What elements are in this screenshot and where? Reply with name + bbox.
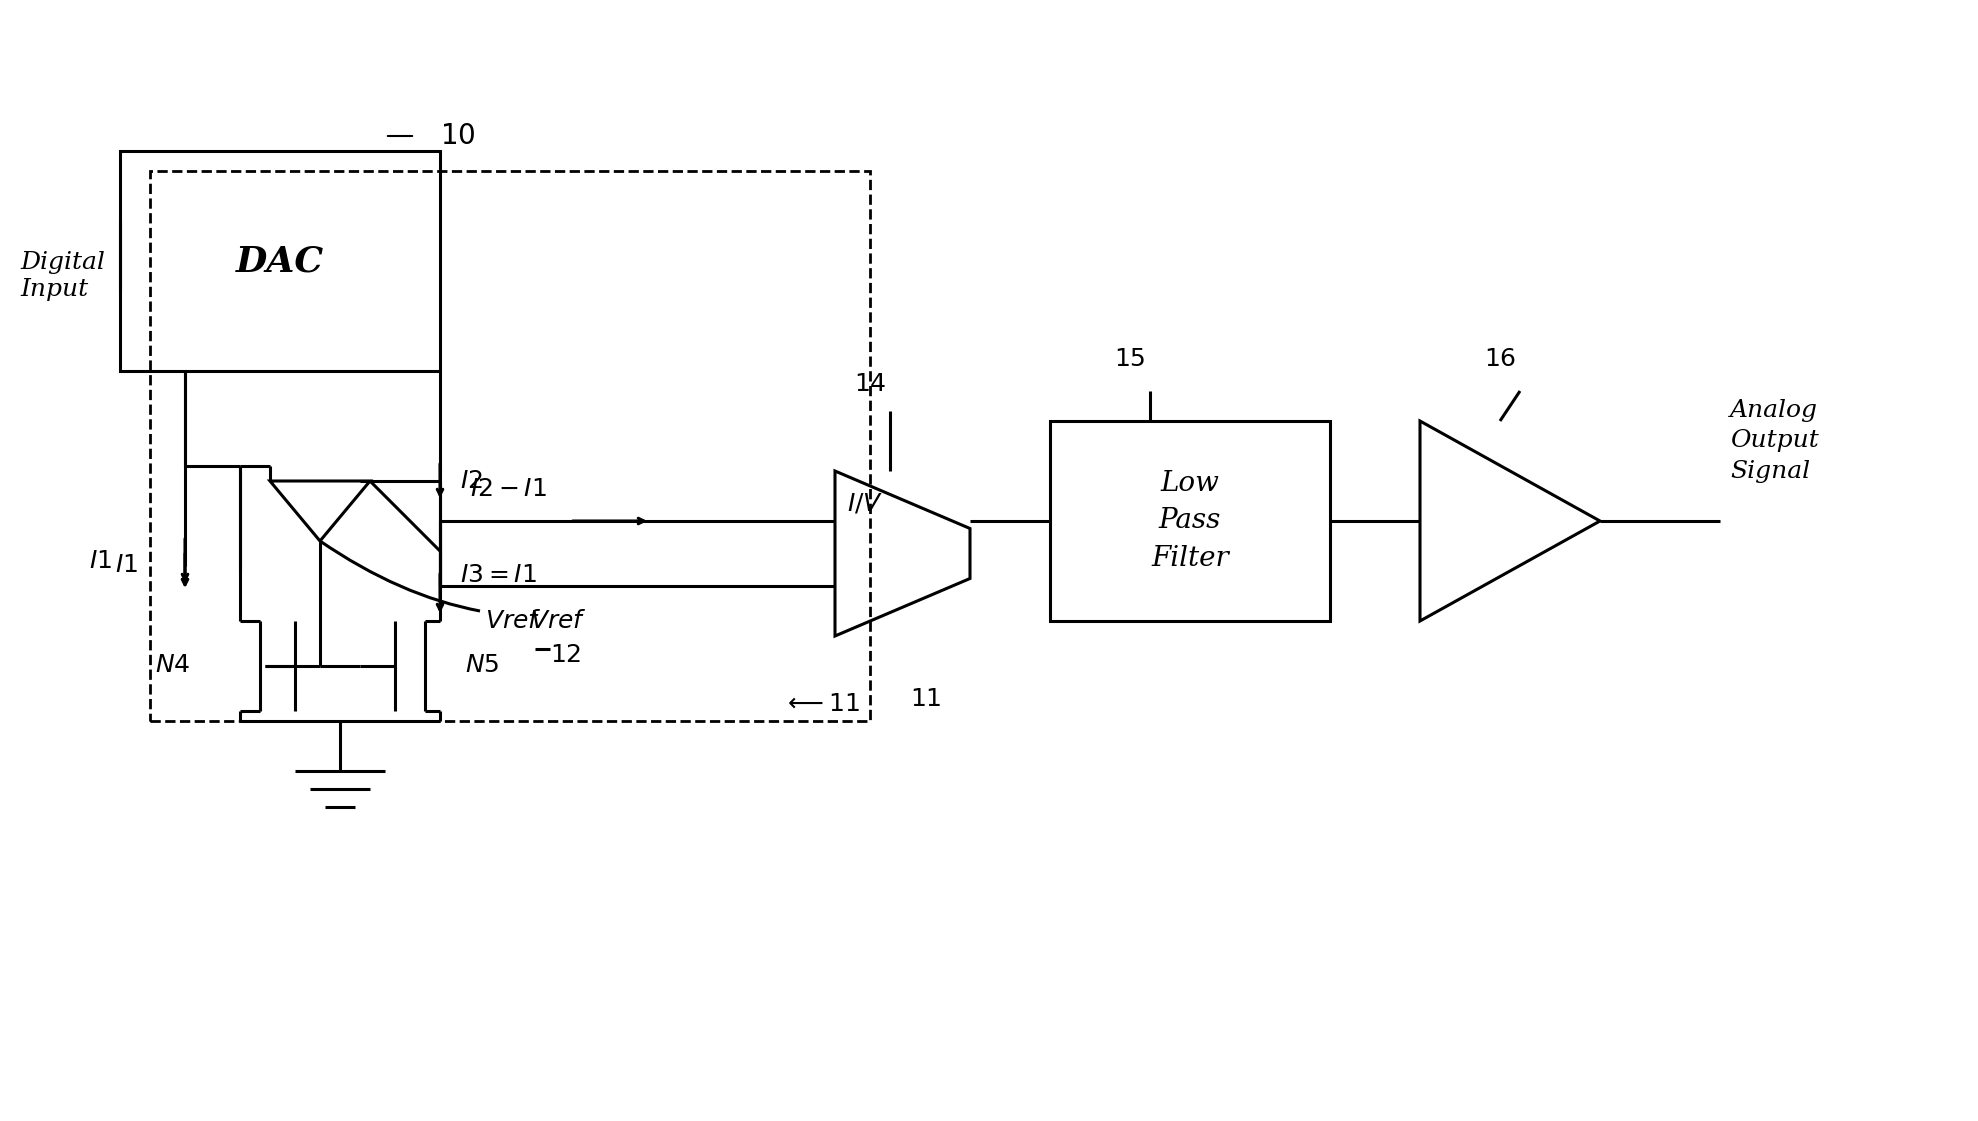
Bar	[1050, 421, 1329, 621]
Text: $I2-I1$: $I2-I1$	[471, 478, 548, 501]
Bar	[150, 172, 870, 721]
Text: $12$: $12$	[550, 645, 582, 667]
Text: Low
Pass
Filter: Low Pass Filter	[1151, 470, 1228, 572]
Text: $I1$: $I1$	[89, 549, 111, 573]
Text: Analog
Output
Signal: Analog Output Signal	[1731, 399, 1818, 483]
Polygon shape	[271, 481, 370, 541]
Polygon shape	[835, 471, 969, 636]
Text: $15$: $15$	[1114, 348, 1145, 371]
Text: $14$: $14$	[854, 373, 886, 396]
Text: $16$: $16$	[1484, 348, 1517, 371]
Text: DAC: DAC	[235, 244, 324, 278]
Text: $Vref$: $Vref$	[530, 610, 587, 632]
Text: $\longleftarrow 11$: $\longleftarrow 11$	[783, 693, 860, 716]
Text: $Vref$: $Vref$	[485, 610, 542, 632]
Text: Digital
Input: Digital Input	[20, 251, 105, 300]
Text: $11$: $11$	[910, 688, 942, 711]
Bar	[121, 151, 439, 371]
Text: $I/V$: $I/V$	[847, 491, 884, 516]
Text: $N4$: $N4$	[154, 655, 190, 677]
Text: $N5$: $N5$	[465, 655, 498, 677]
Text: $10$: $10$	[439, 122, 475, 149]
Text: $I3=I1$: $I3=I1$	[461, 565, 536, 587]
Text: $I1$: $I1$	[115, 555, 138, 577]
Text: $I2$: $I2$	[461, 470, 483, 492]
Polygon shape	[1420, 421, 1600, 621]
